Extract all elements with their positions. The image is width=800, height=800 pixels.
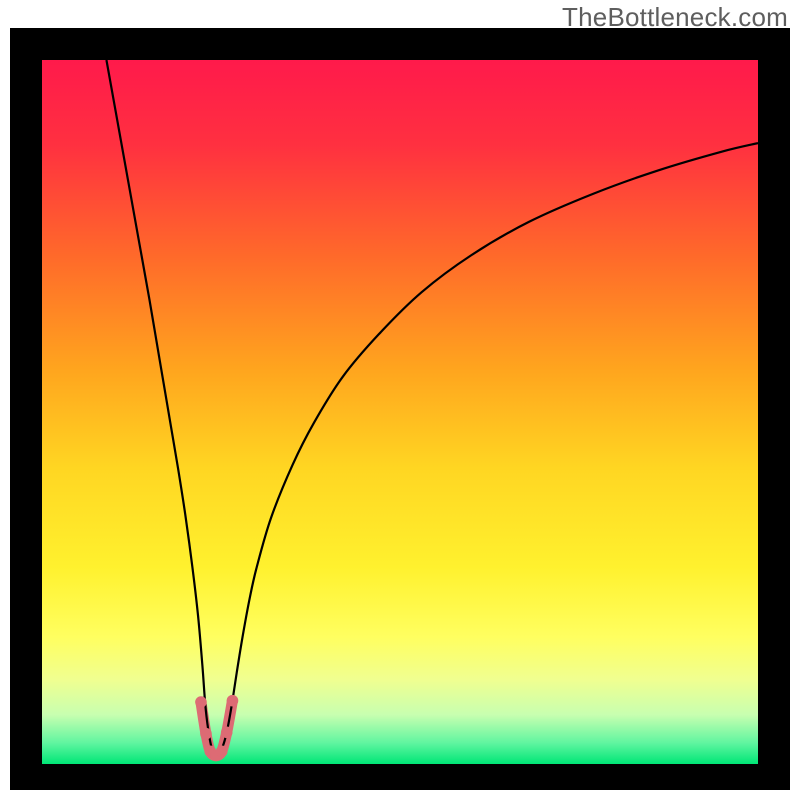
- highlight-dip-dot: [195, 696, 207, 708]
- highlight-dip-dot: [227, 695, 239, 707]
- bottleneck-curve-right: [216, 143, 758, 755]
- watermark-text: TheBottleneck.com: [562, 2, 788, 33]
- plot-area: [42, 60, 758, 764]
- highlight-dip-dot: [221, 727, 233, 739]
- highlight-dip-dot: [216, 746, 228, 758]
- curve-svg: [42, 60, 758, 764]
- chart-container: TheBottleneck.com: [0, 0, 800, 800]
- highlight-dip-dot: [200, 728, 212, 740]
- bottleneck-curve-left: [106, 60, 216, 756]
